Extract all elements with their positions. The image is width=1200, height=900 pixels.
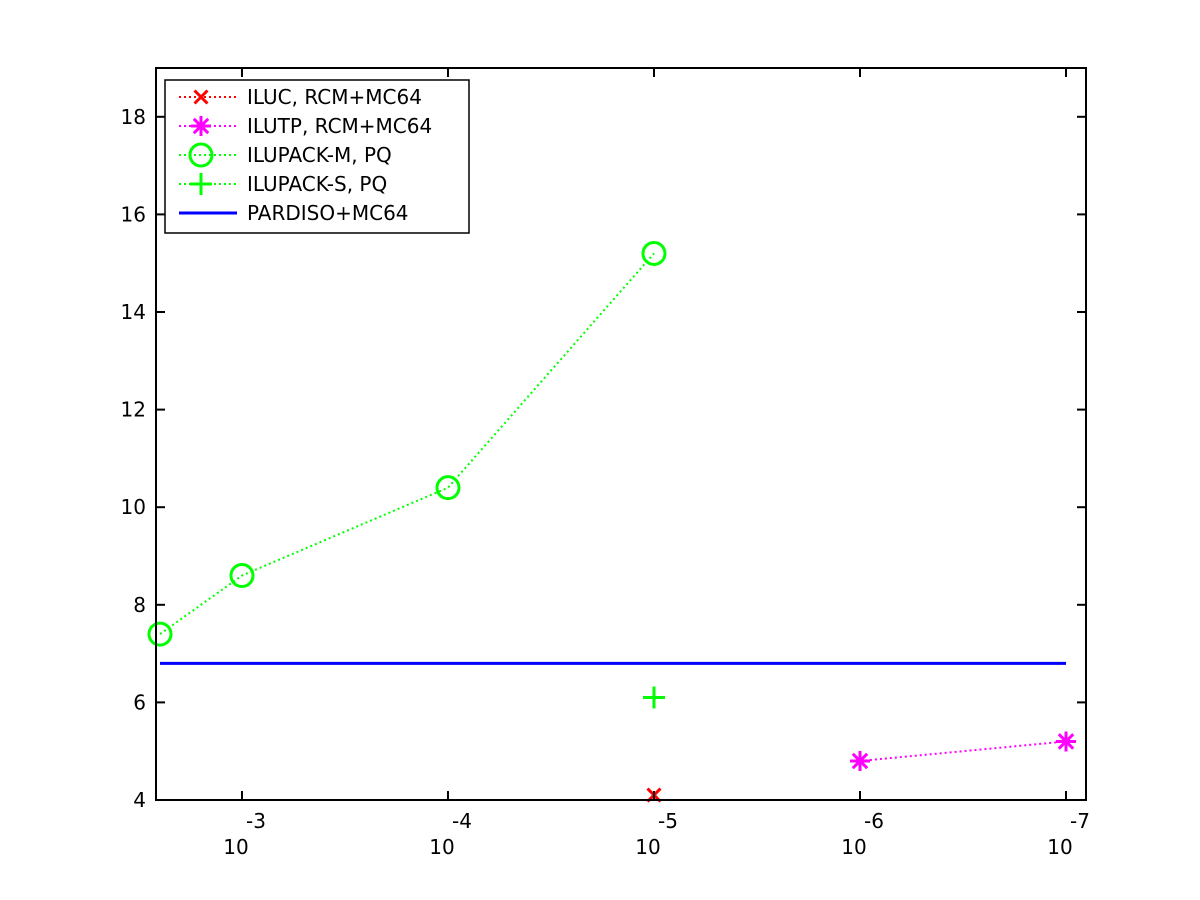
legend-entry-0: ILUC, RCM+MC64 bbox=[179, 85, 422, 109]
data-point-2-1 bbox=[229, 563, 255, 589]
series-line-1 bbox=[859, 740, 1067, 762]
legend-label-1: ILUTP, RCM+MC64 bbox=[247, 114, 432, 138]
axes-frame bbox=[155, 67, 1087, 801]
y-tick-label-5: 14 bbox=[121, 300, 146, 324]
data-point-1-1 bbox=[1056, 731, 1076, 752]
x-tick-base-2: 10 bbox=[635, 835, 660, 859]
x-tick-exponent-1: -4 bbox=[452, 809, 472, 833]
legend-label-4: PARDISO+MC64 bbox=[247, 201, 409, 225]
legend-marker-0 bbox=[193, 89, 209, 105]
series-2 bbox=[147, 240, 667, 647]
y-tick-label-3: 10 bbox=[121, 495, 146, 519]
legend-entry-4: PARDISO+MC64 bbox=[179, 201, 409, 225]
y-tick-label-6: 16 bbox=[121, 202, 146, 226]
data-point-3-0 bbox=[642, 686, 665, 709]
legend-marker-1 bbox=[191, 116, 211, 136]
data-point-2-3 bbox=[641, 240, 667, 266]
legend-box bbox=[164, 79, 470, 234]
x-tick-exponent-4: -7 bbox=[1070, 809, 1090, 833]
x-tick-exponent-2: -5 bbox=[658, 809, 678, 833]
legend-entry-3: ILUPACK-S, PQ bbox=[179, 172, 387, 196]
x-tick-base-1: 10 bbox=[429, 835, 454, 859]
legend-label-0: ILUC, RCM+MC64 bbox=[247, 85, 422, 109]
x-tick-base-0: 10 bbox=[223, 835, 248, 859]
legend-label-2: ILUPACK-M, PQ bbox=[247, 143, 392, 167]
data-point-2-0 bbox=[147, 621, 173, 647]
y-tick-label-0: 4 bbox=[133, 788, 146, 812]
y-tick-label-4: 12 bbox=[121, 398, 146, 422]
legend-marker-2 bbox=[188, 142, 214, 168]
y-tick-label-1: 6 bbox=[133, 690, 146, 714]
legend-label-3: ILUPACK-S, PQ bbox=[247, 172, 387, 196]
series-line-2 bbox=[159, 252, 655, 635]
x-tick-exponent-0: -3 bbox=[246, 809, 266, 833]
legend: ILUC, RCM+MC64 ILUTP, RCM+MC64 ILUPACK-M, … bbox=[164, 79, 470, 234]
data-point-1-0 bbox=[849, 750, 870, 771]
x-tick-exponent-3: -6 bbox=[864, 809, 884, 833]
legend-entry-1: ILUTP, RCM+MC64 bbox=[179, 114, 432, 138]
series-1 bbox=[849, 731, 1076, 771]
y-tick-label-7: 18 bbox=[121, 105, 146, 129]
data-point-2-2 bbox=[435, 475, 461, 501]
legend-entry-2: ILUPACK-M, PQ bbox=[179, 142, 392, 168]
y-tick-label-2: 8 bbox=[133, 593, 146, 617]
x-tick-base-4: 10 bbox=[1047, 835, 1072, 859]
plot-area bbox=[147, 240, 1076, 803]
x-tick-base-3: 10 bbox=[841, 835, 866, 859]
series-3 bbox=[642, 686, 665, 709]
legend-marker-3 bbox=[190, 173, 212, 195]
